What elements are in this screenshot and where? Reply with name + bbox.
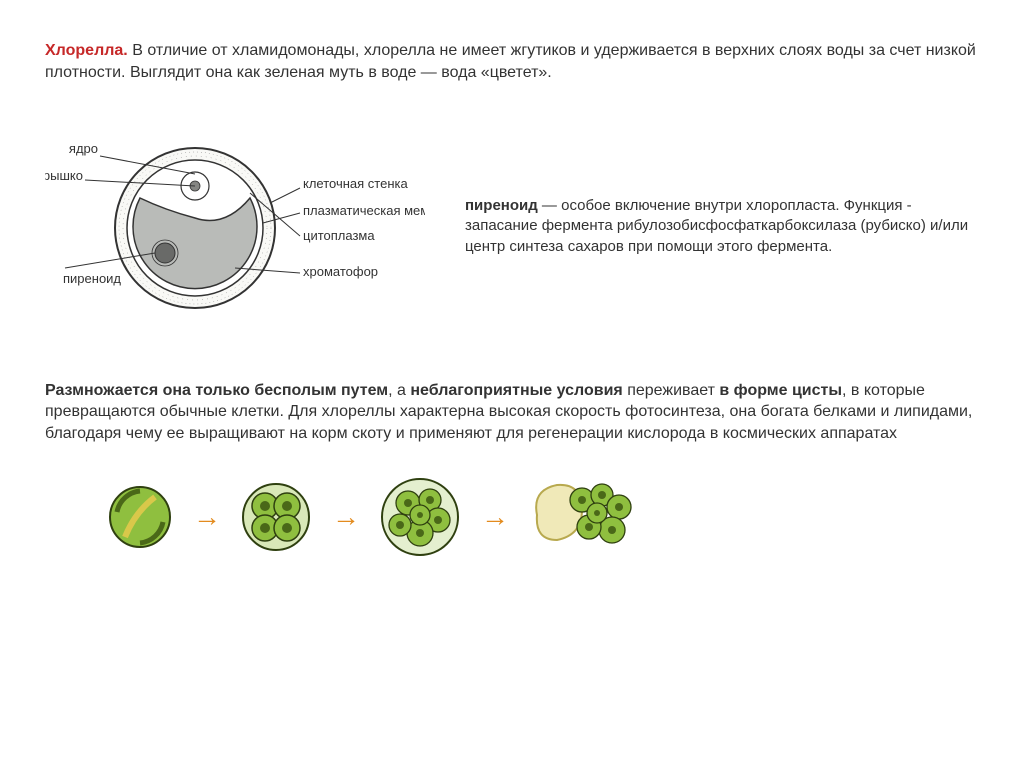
pyrenoid-definition: пиреноид — особое включение внутри хлоро… bbox=[465, 196, 979, 257]
repro-b3: в форме цисты bbox=[719, 382, 842, 399]
pyrenoid-term: пиреноид bbox=[465, 197, 538, 214]
cycle-stage-3 bbox=[378, 475, 463, 560]
arrow-icon: → bbox=[332, 498, 360, 536]
label-nucleus: ядро bbox=[69, 141, 98, 156]
repro-mid2: переживает bbox=[623, 382, 720, 399]
label-cytoplasm: цитоплазма bbox=[303, 228, 375, 243]
label-nucleolus: ядрышко bbox=[45, 168, 83, 183]
pyrenoid-text: — особое включение внутри хлоропласта. Ф… bbox=[465, 197, 968, 255]
label-cell-wall: клеточная стенка bbox=[303, 176, 408, 191]
repro-b1: Размножается она только бесполым путем bbox=[45, 382, 388, 399]
arrow-icon: → bbox=[193, 498, 221, 536]
cycle-stage-4 bbox=[527, 475, 642, 560]
label-plasma-membrane: плазматическая мембрана bbox=[303, 203, 425, 218]
diagram-row: ядро ядрышко пиреноид клеточная стенка п… bbox=[45, 118, 979, 335]
label-pyrenoid: пиреноид bbox=[63, 271, 121, 286]
cell-diagram: ядро ядрышко пиреноид клеточная стенка п… bbox=[45, 118, 425, 335]
arrow-icon: → bbox=[481, 498, 509, 536]
repro-mid1: , а bbox=[388, 382, 410, 399]
intro-title: Хлорелла. bbox=[45, 42, 128, 59]
intro-paragraph: Хлорелла. В отличие от хламидомонады, хл… bbox=[45, 40, 979, 83]
cycle-stage-2 bbox=[239, 480, 314, 555]
reproduction-cycle: → → → bbox=[45, 475, 979, 560]
intro-text: В отличие от хламидомонады, хлорелла не … bbox=[45, 42, 976, 81]
cycle-stage-1 bbox=[105, 482, 175, 552]
repro-b2: неблагоприятные условия bbox=[410, 382, 622, 399]
label-chromatophore: хроматофор bbox=[303, 264, 378, 279]
reproduction-paragraph: Размножается она только бесполым путем, … bbox=[45, 380, 979, 445]
